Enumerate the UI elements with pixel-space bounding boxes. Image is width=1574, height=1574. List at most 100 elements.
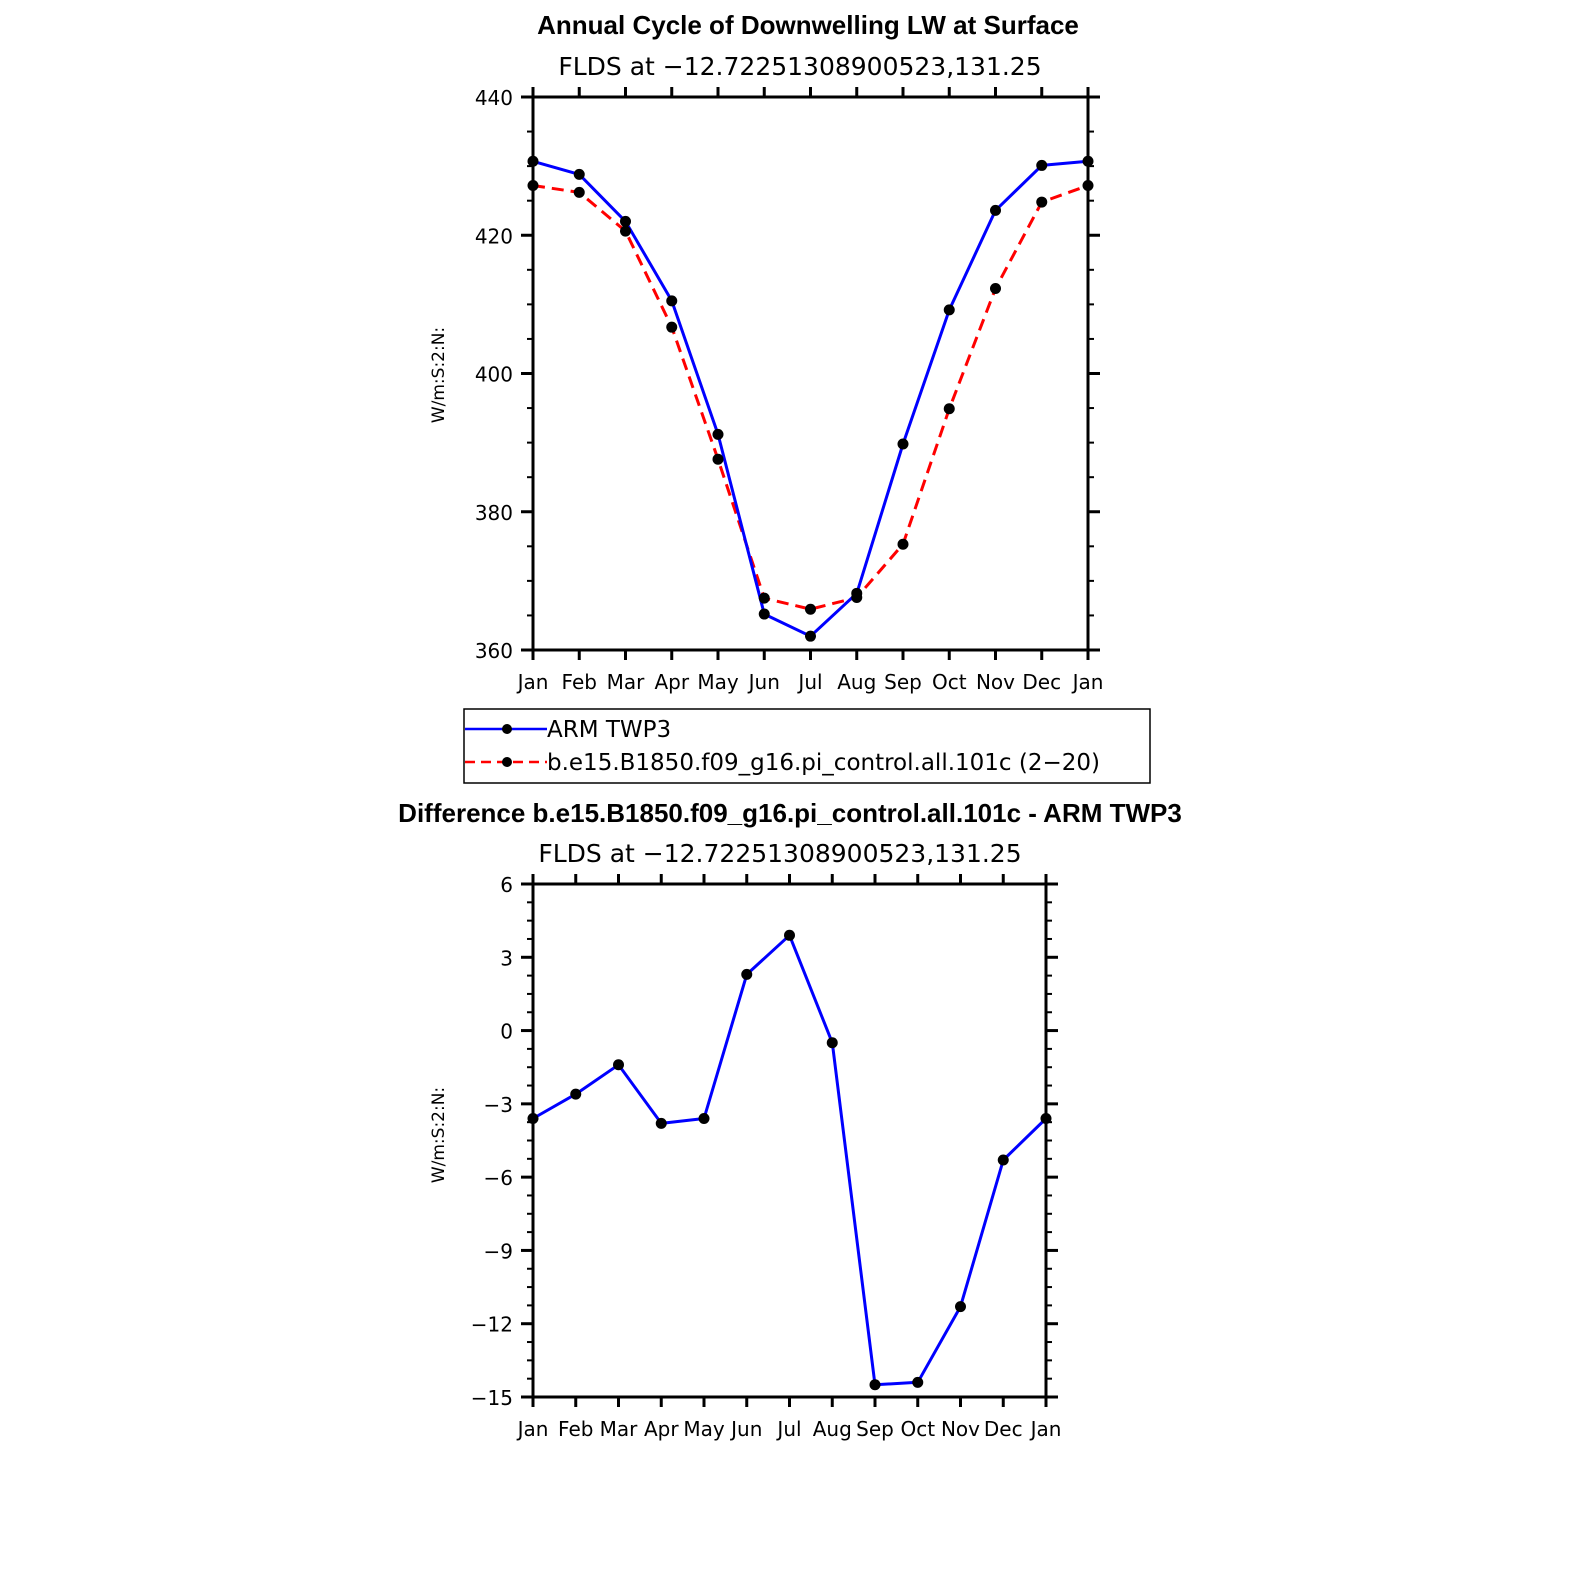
x-tick-label: Jul xyxy=(796,670,822,694)
x-tick-label: Jan xyxy=(1029,1417,1062,1441)
data-point-series-1 xyxy=(1082,179,1094,191)
data-point-series-1 xyxy=(943,403,955,415)
x-tick-label: Nov xyxy=(976,670,1015,694)
y-tick-label: 400 xyxy=(475,363,513,387)
series-line-1 xyxy=(532,184,1089,611)
x-tick-label: Aug xyxy=(837,670,876,694)
y-tick-label: −12 xyxy=(471,1313,513,1337)
top-panel: Annual Cycle of Downwelling LW at Surfac… xyxy=(429,10,1103,694)
y-axis-label: W/m:S:2:N: xyxy=(429,1087,449,1183)
data-point-series-0 xyxy=(943,304,955,316)
bottom-panel: Difference b.e15.B1850.f09_g16.pi_contro… xyxy=(398,798,1182,1441)
x-tick-label: Aug xyxy=(813,1417,852,1441)
data-point-series-1 xyxy=(758,592,770,604)
y-tick-label: −9 xyxy=(484,1239,513,1263)
x-tick-label: Jul xyxy=(775,1417,801,1441)
x-tick-label: Apr xyxy=(644,1417,679,1441)
plot-frame xyxy=(531,95,1090,652)
legend-label-series-0: ARM TWP3 xyxy=(547,717,671,743)
data-point-series-1 xyxy=(990,282,1001,294)
x-tick-label: Dec xyxy=(1022,670,1061,694)
y-tick-label: 440 xyxy=(475,86,513,110)
data-point-series-1 xyxy=(1036,196,1048,208)
data-point-series-0 xyxy=(997,1154,1009,1166)
data-point-series-1 xyxy=(527,179,539,191)
legend: ARM TWP3 b.e15.B1850.f09_g16.pi_control.… xyxy=(463,708,1151,784)
x-tick-label: Sep xyxy=(884,670,922,694)
x-tick-label: Dec xyxy=(984,1417,1023,1441)
data-point-series-0 xyxy=(741,968,753,980)
data-point-series-1 xyxy=(712,453,724,465)
x-tick-label: Feb xyxy=(562,670,597,694)
data-point-series-0 xyxy=(1040,1113,1052,1125)
x-tick-label: May xyxy=(683,1417,725,1441)
y-tick-label: 420 xyxy=(475,224,513,248)
x-tick-label: Oct xyxy=(932,670,967,694)
y-tick-label: 0 xyxy=(500,1020,513,1044)
plot-frame xyxy=(531,882,1048,1399)
data-point-series-0 xyxy=(613,1059,624,1071)
data-point-series-0 xyxy=(784,929,795,941)
x-tick-label: Jun xyxy=(747,670,780,694)
x-tick-label: Jan xyxy=(516,1417,549,1441)
data-point-series-0 xyxy=(527,1113,539,1125)
x-tick-label: Mar xyxy=(607,670,646,694)
chart-title: Difference b.e15.B1850.f09_g16.pi_contro… xyxy=(398,798,1182,828)
data-point-series-1 xyxy=(573,186,585,198)
data-point-series-0 xyxy=(805,630,816,642)
x-tick-label: Jan xyxy=(1071,670,1104,694)
y-tick-label: −3 xyxy=(484,1093,513,1117)
data-point-series-0 xyxy=(655,1117,667,1129)
y-tick-label: −6 xyxy=(484,1166,513,1190)
series-line-0 xyxy=(532,159,1089,638)
data-point-series-1 xyxy=(666,321,678,333)
y-axis-label: W/m:S:2:N: xyxy=(429,327,449,423)
data-point-series-0 xyxy=(758,608,770,620)
data-point-series-1 xyxy=(805,603,816,615)
x-tick-label: Nov xyxy=(941,1417,980,1441)
x-tick-label: May xyxy=(697,670,739,694)
x-tick-label: Feb xyxy=(558,1417,593,1441)
data-point-series-0 xyxy=(826,1037,838,1049)
data-point-series-0 xyxy=(666,295,678,307)
x-tick-label: Jan xyxy=(516,670,549,694)
y-tick-label: 3 xyxy=(500,946,513,970)
top-axes: Jan Feb Mar Apr May Jun Jul Aug Sep Oct Nov Dec Jan3… xyxy=(475,86,1104,694)
data-point-series-0 xyxy=(570,1088,582,1100)
data-point-series-1 xyxy=(851,591,863,603)
y-tick-label: 6 xyxy=(500,873,513,897)
legend-marker-series-0 xyxy=(502,724,512,734)
data-point-series-0 xyxy=(1082,155,1094,167)
data-point-series-0 xyxy=(712,428,724,440)
x-tick-label: Apr xyxy=(654,670,689,694)
chart-subtitle: FLDS at −12.72251308900523,131.25 xyxy=(558,52,1041,81)
top-plot-area xyxy=(527,155,1094,642)
legend-marker-series-1 xyxy=(502,757,512,767)
data-point-series-0 xyxy=(869,1379,881,1391)
data-point-series-0 xyxy=(912,1376,924,1388)
data-point-series-1 xyxy=(897,538,909,550)
x-tick-label: Mar xyxy=(600,1417,639,1441)
data-point-series-0 xyxy=(1036,159,1048,171)
data-point-series-0 xyxy=(573,168,585,180)
data-point-series-0 xyxy=(698,1113,710,1125)
data-point-series-0 xyxy=(620,215,631,227)
legend-box xyxy=(463,708,1151,784)
data-point-series-0 xyxy=(990,204,1001,216)
data-point-series-0 xyxy=(527,155,539,167)
bottom-axes: Jan Feb Mar Apr May Jun Jul Aug Sep Oct Nov Dec Jan−… xyxy=(471,873,1062,1441)
chart-subtitle: FLDS at −12.72251308900523,131.25 xyxy=(538,839,1021,868)
data-point-series-0 xyxy=(955,1301,966,1313)
x-tick-label: Sep xyxy=(856,1417,894,1441)
x-tick-label: Jun xyxy=(729,1417,762,1441)
y-tick-label: 360 xyxy=(475,639,513,663)
x-tick-label: Oct xyxy=(900,1417,935,1441)
chart-title: Annual Cycle of Downwelling LW at Surfac… xyxy=(537,10,1079,40)
data-point-series-0 xyxy=(897,438,909,450)
legend-label-series-1: b.e15.B1850.f09_g16.pi_control.all.101c … xyxy=(547,750,1100,776)
series-line-0 xyxy=(532,933,1048,1387)
y-tick-label: 380 xyxy=(475,501,513,525)
bottom-plot-area xyxy=(527,929,1052,1391)
data-point-series-1 xyxy=(620,225,631,237)
